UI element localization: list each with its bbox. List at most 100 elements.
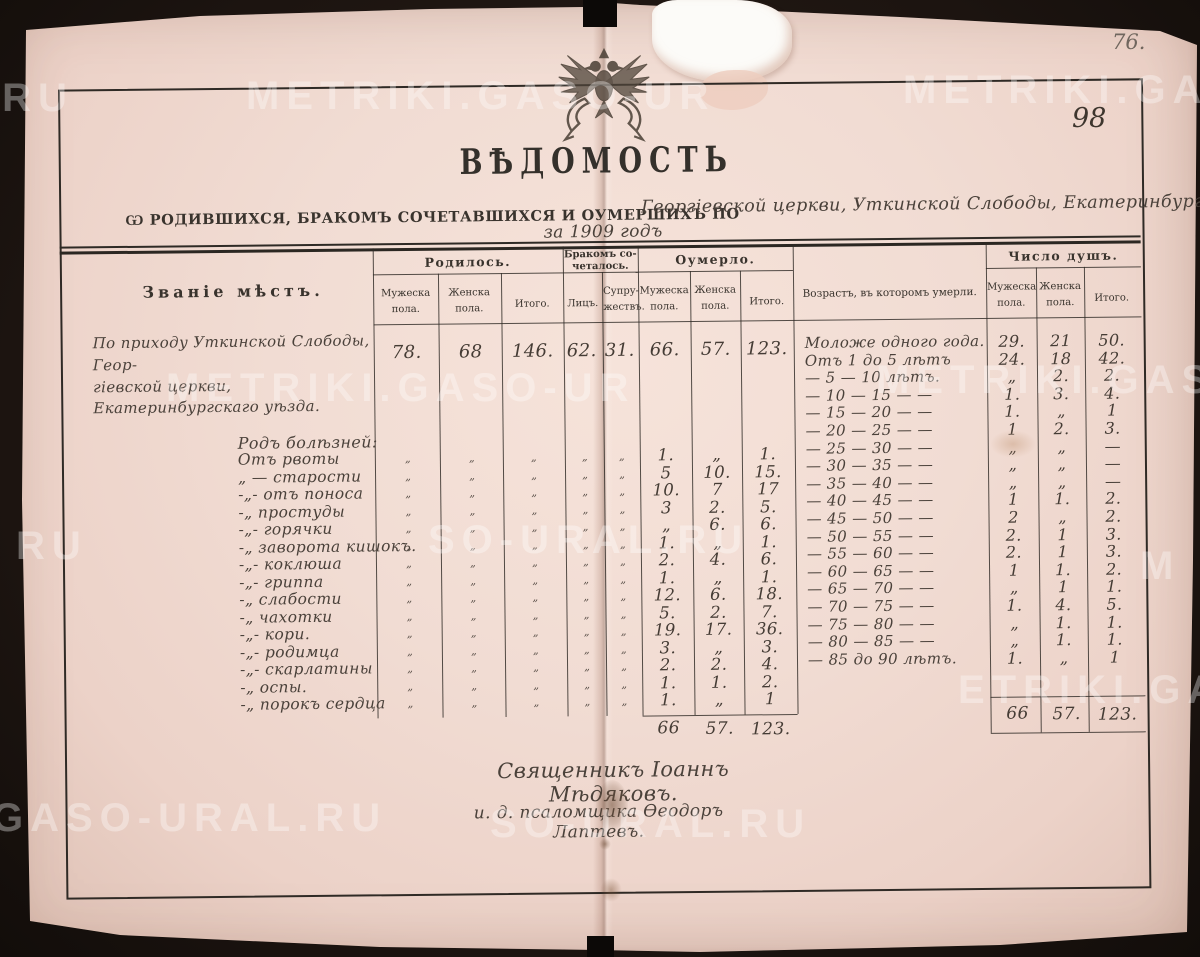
ditto-mark: „	[620, 642, 627, 656]
age-died-female: 1	[1057, 524, 1069, 544]
age-died-total: —	[1104, 436, 1122, 456]
ditto-mark: „	[406, 609, 413, 623]
folio-number-pencil: 76.	[1112, 30, 1146, 54]
age-died-female: „	[1057, 454, 1067, 474]
subheader-born-male: Мужеска пола.	[381, 287, 431, 315]
ditto-mark: „	[620, 589, 627, 603]
age-died-female: „	[1058, 507, 1067, 527]
subheader-born-female: Женска пола.	[448, 287, 491, 315]
parish-born-female: 68	[458, 341, 483, 363]
subheader-died-total: Итого.	[749, 296, 785, 308]
age-died-total: 50.	[1098, 330, 1126, 350]
age-died-female: „	[1057, 471, 1067, 491]
age-died-male: „	[1010, 613, 1020, 633]
age-died-male: „	[1008, 472, 1018, 492]
double-headed-eagle-crest	[558, 47, 650, 142]
disease-died-total: 1.	[760, 566, 778, 586]
disease-died-female: „	[712, 444, 722, 464]
disease-label: -„- родимца	[239, 642, 340, 662]
disease-label: -„ порокъ сердца	[240, 694, 386, 714]
column-header-place: Званіе мѣстъ.	[142, 280, 324, 302]
ditto-mark: „	[405, 521, 412, 536]
ditto-mark: „	[531, 503, 538, 517]
subheader-marriages: Супру- жествъ.	[603, 285, 645, 313]
age-label: — 85 до 90 лѣтъ.	[807, 648, 958, 669]
disease-died-female: „	[714, 689, 724, 709]
ditto-mark: „	[621, 694, 628, 708]
age-died-female: 1	[1057, 577, 1069, 597]
age-label: — 75 — 80 — —	[807, 614, 935, 634]
age-label: — 60 — 65 — —	[806, 561, 935, 581]
ditto-mark: „	[533, 660, 539, 674]
column-group-souls: Число душъ.	[1008, 247, 1119, 264]
binding-strip-top	[583, 0, 617, 27]
deaths-total-male: 66	[657, 718, 681, 739]
subheader-died-male: Мужеска пола.	[639, 285, 689, 312]
age-died-total: 3.	[1105, 541, 1123, 561]
column-header-age: Возрастъ, въ которомъ умерли.	[802, 286, 977, 300]
faint-stain	[990, 430, 1036, 458]
ditto-mark: „	[471, 696, 478, 710]
watermark-text: METRIKI.GASO-UR	[246, 74, 716, 118]
disease-label: -„- коклюша	[238, 554, 343, 574]
married-group-line1: Бракомъ со-	[563, 248, 637, 261]
ditto-mark: „	[405, 504, 412, 518]
ditto-mark: „	[533, 678, 540, 692]
ditto-mark: „	[530, 450, 537, 464]
disease-died-male: 3.	[659, 637, 677, 657]
disease-died-total: 15.	[754, 461, 782, 481]
binding-strip-bottom	[587, 936, 614, 957]
disease-died-male: 2.	[659, 655, 677, 675]
deaths-total-female: 57.	[705, 718, 734, 739]
age-died-total: 1	[1109, 647, 1121, 667]
age-label: — 50 — 55 — —	[806, 526, 935, 546]
ditto-mark: „	[532, 573, 539, 587]
diseases-table: Отъ рвоты „ „ „ „ „ 1. „ 1. „ — старости…	[88, 444, 801, 715]
age-died-female: 1.	[1055, 630, 1072, 650]
disease-died-male: 1.	[658, 567, 676, 587]
age-died-total: 5.	[1106, 594, 1123, 614]
age-died-total: 1.	[1106, 576, 1123, 597]
ditto-mark: „	[470, 643, 477, 657]
ditto-mark: „	[619, 467, 625, 481]
disease-died-male: 3	[660, 497, 672, 517]
married-group-line2: четалось.	[572, 260, 629, 272]
disease-label: -„- кори.	[239, 625, 311, 644]
ditto-mark: „	[620, 607, 627, 621]
ditto-mark: „	[582, 467, 588, 481]
disease-died-female: 2.	[709, 497, 726, 517]
disease-died-female: „	[714, 637, 724, 657]
watermark-text: SO-URAL.RU	[490, 802, 812, 846]
ink-stain	[596, 780, 628, 830]
ditto-mark: „	[583, 572, 590, 586]
age-died-female: 1.	[1054, 559, 1072, 579]
ditto-mark: „	[583, 625, 590, 639]
disease-died-total: 1.	[760, 531, 778, 551]
disease-died-male: 10.	[652, 480, 681, 500]
subheader-died-female: Женска пола.	[694, 284, 736, 312]
ditto-mark: „	[620, 624, 627, 638]
age-label: — 30 — 35 — —	[805, 455, 934, 475]
age-died-total: 1	[1107, 400, 1118, 421]
ditto-mark: „	[582, 502, 589, 516]
ditto-mark: „	[471, 661, 477, 675]
age-died-female: 1.	[1055, 612, 1072, 632]
disease-died-total: 7.	[761, 601, 778, 621]
ditto-mark: „	[406, 626, 413, 641]
disease-label: -„ оспы.	[240, 677, 308, 697]
age-died-male: 1	[1007, 489, 1019, 510]
age-died-male: 1.	[1004, 401, 1021, 422]
ditto-mark: „	[407, 661, 413, 676]
age-died-total: 3.	[1104, 418, 1121, 438]
ditto-mark: „	[619, 502, 626, 516]
age-died-female: „	[1059, 647, 1069, 667]
ditto-mark: „	[531, 468, 537, 482]
disease-label: -„- скарлатины	[239, 659, 373, 679]
disease-died-male: 12.	[653, 585, 682, 605]
age-died-total: 1.	[1106, 629, 1123, 649]
ditto-mark: „	[469, 486, 476, 500]
age-died-male: „	[1009, 577, 1019, 598]
column-group-born: Родилось.	[424, 253, 512, 270]
ditto-mark: „	[618, 449, 625, 463]
